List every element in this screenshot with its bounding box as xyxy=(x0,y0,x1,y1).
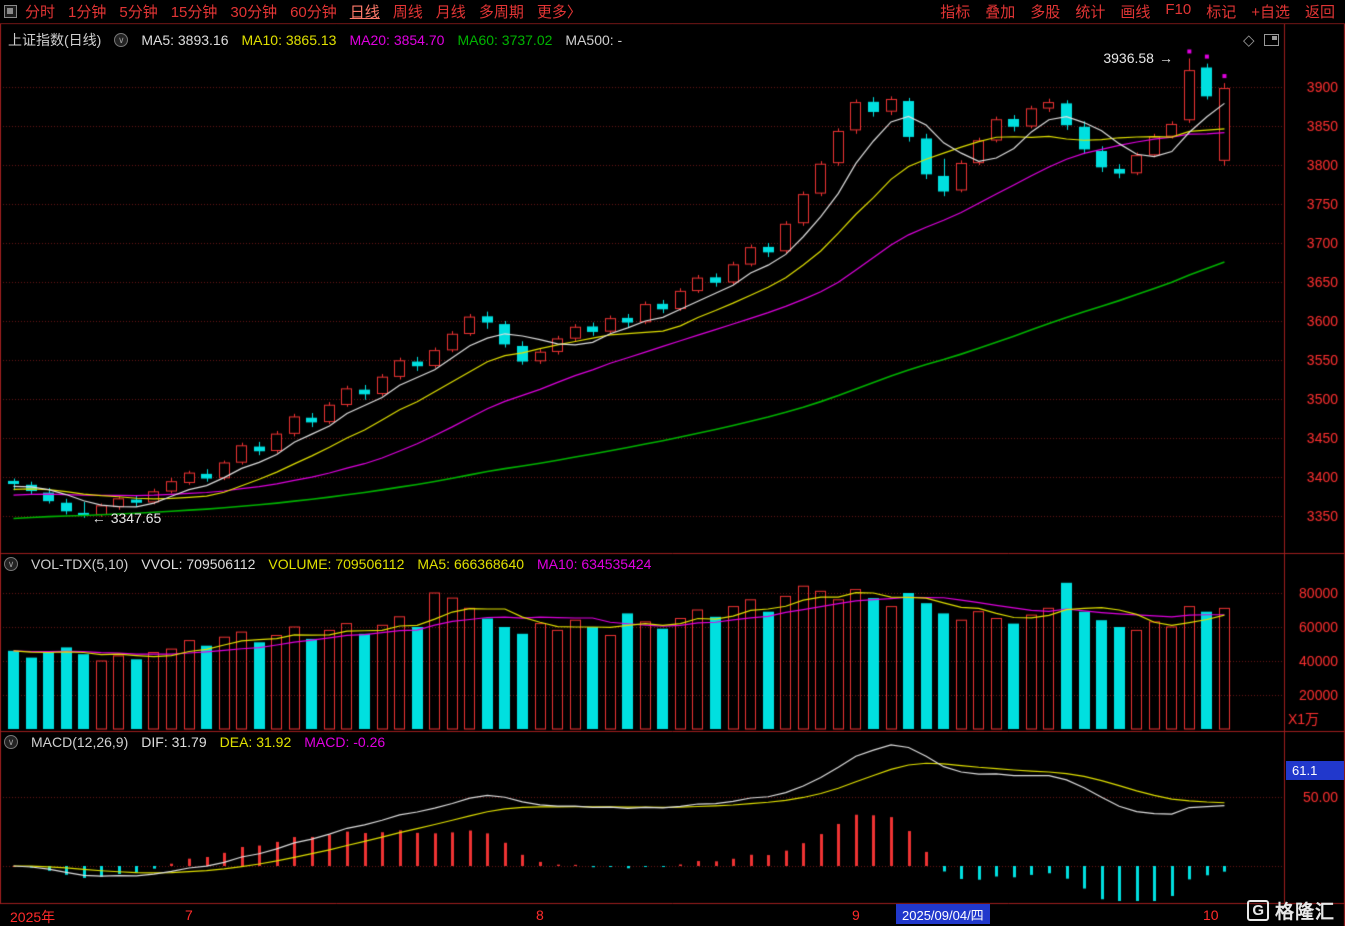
period-tab[interactable]: 周线 xyxy=(392,4,423,21)
period-tab[interactable]: 30分钟 xyxy=(230,4,278,21)
period-tab[interactable]: 多周期 xyxy=(478,4,524,21)
vol-ma5-label: MA5: 666368640 xyxy=(417,556,525,572)
gelonghui-text: 格隆汇 xyxy=(1274,902,1335,923)
period-tab[interactable]: 1分钟 xyxy=(68,4,107,21)
window-icon[interactable] xyxy=(4,5,17,18)
vvol-label: VVOL: 709506112 xyxy=(141,556,256,572)
tool-indicator[interactable]: 指标 xyxy=(940,4,971,21)
time-month: 10 xyxy=(1203,907,1219,923)
macd-pane-header: MACD(12,26,9) DIF: 31.79 DEA: 31.92 MACD… xyxy=(4,734,385,750)
vol-indicator-name: VOL-TDX(5,10) xyxy=(31,556,129,572)
low-price-label: 3347.65 xyxy=(110,509,162,526)
ma5-label: MA5: 3893.16 xyxy=(141,32,229,48)
collapse-pane-icon[interactable] xyxy=(4,735,18,749)
ma20-label: MA20: 3854.70 xyxy=(349,32,445,48)
dea-label: DEA: 31.92 xyxy=(219,734,292,750)
tool-draw-line[interactable]: 画线 xyxy=(1120,4,1151,21)
time-month: 7 xyxy=(185,907,193,923)
index-title: 上证指数(日线) xyxy=(8,32,102,48)
period-tabs: 分时 1分钟 5分钟 15分钟 30分钟 60分钟 日线 周线 月线 多周期 更… xyxy=(25,1,582,22)
macd-indicator-name: MACD(12,26,9) xyxy=(31,734,129,750)
left-arrow-icon: ← xyxy=(91,509,106,526)
ma500-label: MA500: - xyxy=(565,32,623,48)
tool-add-watchlist[interactable]: +自选 xyxy=(1251,4,1290,21)
period-tab[interactable]: 月线 xyxy=(435,4,466,21)
ma10-label: MA10: 3865.13 xyxy=(241,32,337,48)
time-axis: 2025年 7 8 9 10 2025/09/04/四 xyxy=(0,903,1345,926)
volume-pane-header: VOL-TDX(5,10) VVOL: 709506112 VOLUME: 70… xyxy=(4,556,651,572)
high-annotation: 3936.58 → xyxy=(1103,50,1173,66)
right-arrow-icon: → xyxy=(1158,50,1173,67)
period-tab[interactable]: 60分钟 xyxy=(290,4,337,21)
time-month: 9 xyxy=(852,907,860,923)
tool-menu: 指标 叠加 多股 统计 画线 F10 标记 +自选 返回 xyxy=(940,1,1335,22)
crosshair-date-box: 2025/09/04/四 xyxy=(896,904,990,924)
period-tab[interactable]: 5分钟 xyxy=(119,4,158,21)
gelonghui-watermark: G 格隆汇 xyxy=(1247,897,1335,924)
collapse-pane-icon[interactable] xyxy=(114,33,129,47)
tool-f10[interactable]: F10 xyxy=(1165,1,1192,18)
dif-label: DIF: 31.79 xyxy=(141,734,207,750)
period-tab[interactable]: 15分钟 xyxy=(170,4,218,21)
tool-overlay[interactable]: 叠加 xyxy=(985,4,1016,21)
period-more-menu[interactable]: 更多〉 xyxy=(536,4,582,21)
crosshair-date-value: 2025/09/04/四 xyxy=(902,907,984,923)
macd-readout-value: 61.1 xyxy=(1292,763,1318,778)
tool-back[interactable]: 返回 xyxy=(1304,4,1335,21)
ma60-label: MA60: 3737.02 xyxy=(457,32,553,48)
period-tab[interactable]: 分时 xyxy=(25,4,56,21)
vol-ma10-label: MA10: 634535424 xyxy=(537,556,652,572)
high-price-label: 3936.58 xyxy=(1103,50,1154,67)
diamond-icon[interactable] xyxy=(1243,31,1255,49)
toolbar: 分时 1分钟 5分钟 15分钟 30分钟 60分钟 日线 周线 月线 多周期 更… xyxy=(0,0,1345,24)
volume-label: VOLUME: 709506112 xyxy=(268,556,405,572)
tool-statistics[interactable]: 统计 xyxy=(1075,4,1106,21)
gelonghui-logo: G xyxy=(1247,900,1269,921)
period-tab-daily-active[interactable]: 日线 xyxy=(349,4,380,21)
time-month: 8 xyxy=(536,907,544,923)
low-annotation: ← 3347.65 xyxy=(92,510,162,526)
tool-multi-stock[interactable]: 多股 xyxy=(1030,4,1061,21)
macd-label: MACD: -0.26 xyxy=(304,734,386,750)
panel-layout-icon[interactable] xyxy=(1264,34,1279,46)
macd-value-readout: 61.1 xyxy=(1286,761,1344,780)
main-pane-header: 上证指数(日线) MA5: 3893.16 MA10: 3865.13 MA20… xyxy=(8,30,622,50)
year-label: 2025年 xyxy=(10,909,56,925)
tool-mark[interactable]: 标记 xyxy=(1206,4,1237,21)
collapse-pane-icon[interactable] xyxy=(4,557,18,571)
